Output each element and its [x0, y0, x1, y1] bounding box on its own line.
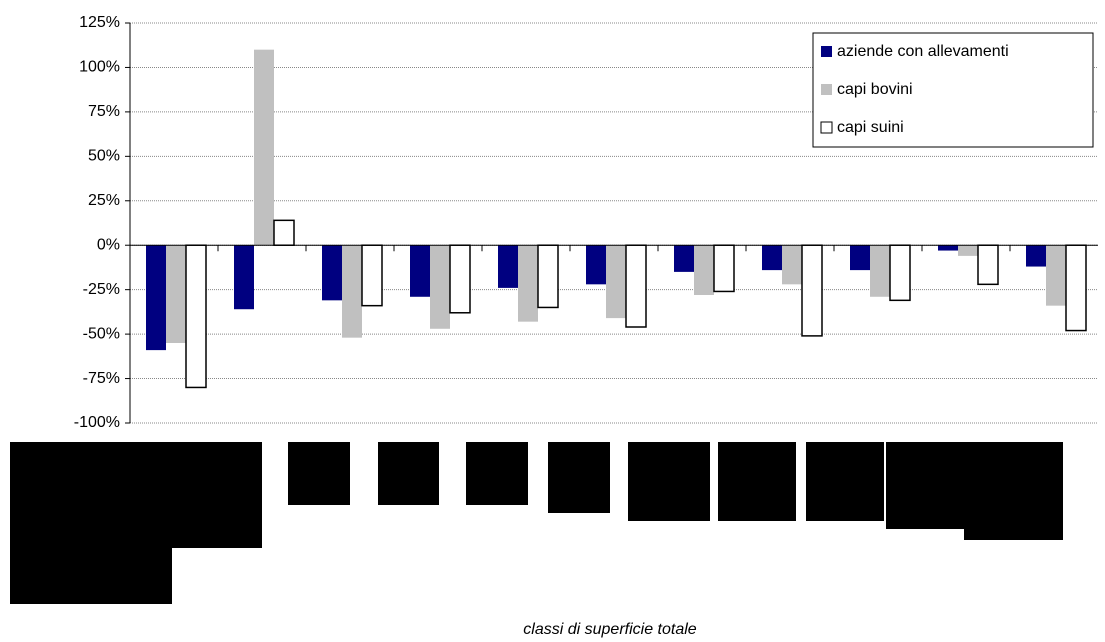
chart: classi di superficie totale -100% -75% -50…	[0, 0, 1105, 642]
legend-label: aziende con allevamenti	[837, 43, 1009, 60]
bar	[410, 245, 430, 297]
y-tick-label: 25%	[88, 192, 120, 209]
bar	[1026, 245, 1046, 266]
category-label-images	[10, 442, 1063, 604]
bar	[694, 245, 714, 295]
legend-label: capi suini	[837, 119, 904, 136]
bar	[450, 245, 470, 313]
y-tick-label: -50%	[83, 325, 120, 342]
label-image	[378, 442, 439, 505]
legend-swatch	[821, 46, 832, 57]
label-image	[548, 442, 610, 513]
y-tick-label: 100%	[79, 59, 120, 76]
label-image	[288, 442, 350, 505]
bar	[322, 245, 342, 300]
label-image	[718, 442, 796, 521]
y-tick-label: 0%	[97, 236, 120, 253]
bar	[146, 245, 166, 350]
bar	[870, 245, 890, 297]
bar	[430, 245, 450, 329]
bar	[802, 245, 822, 336]
y-tick-label: 50%	[88, 148, 120, 165]
bar	[186, 245, 206, 387]
bar	[626, 245, 646, 327]
bar	[538, 245, 558, 307]
bar	[1066, 245, 1086, 330]
bar	[1046, 245, 1066, 305]
bar	[586, 245, 606, 284]
bar	[362, 245, 382, 305]
bar	[606, 245, 626, 318]
bar	[342, 245, 362, 337]
label-image	[806, 442, 884, 521]
y-tick-label: -75%	[83, 370, 120, 387]
bar	[274, 220, 294, 245]
y-tick-label: 125%	[79, 14, 120, 31]
bar	[762, 245, 782, 270]
legend-label: capi bovini	[837, 81, 913, 98]
label-image	[964, 442, 1063, 540]
bar	[890, 245, 910, 300]
y-tick-label: 75%	[88, 103, 120, 120]
y-tick-label: -100%	[74, 414, 120, 431]
bar	[254, 50, 274, 246]
bar	[978, 245, 998, 284]
label-image	[628, 442, 710, 521]
legend-swatch	[821, 84, 832, 95]
bar	[850, 245, 870, 270]
label-image	[10, 442, 172, 604]
label-image	[152, 442, 262, 548]
bar	[166, 245, 186, 343]
y-tick-label: -25%	[83, 281, 120, 298]
bar	[674, 245, 694, 272]
bar	[518, 245, 538, 321]
bar	[958, 245, 978, 256]
label-image	[886, 442, 964, 529]
label-image	[466, 442, 528, 505]
bar	[714, 245, 734, 291]
bar	[234, 245, 254, 309]
bar	[938, 245, 958, 250]
legend-swatch	[821, 122, 832, 133]
x-axis-label: classi di superficie totale	[523, 621, 697, 638]
bar	[498, 245, 518, 288]
bar	[782, 245, 802, 284]
